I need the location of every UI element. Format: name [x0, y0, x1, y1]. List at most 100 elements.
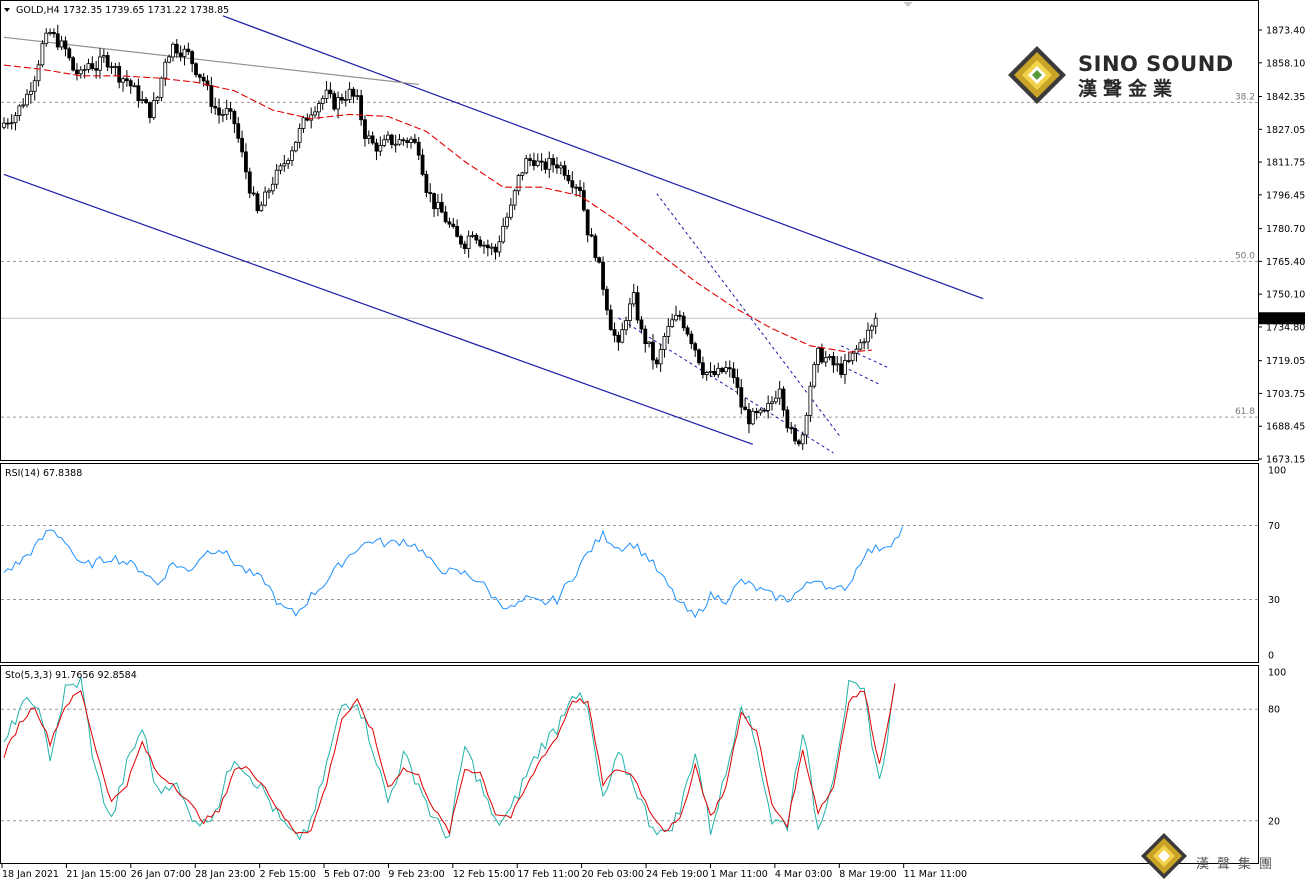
candle-body	[516, 174, 521, 192]
price-tick-label: 1780.70	[1266, 224, 1305, 235]
price-tick-label: 1673.15	[1266, 455, 1305, 466]
candle-body	[205, 80, 210, 87]
candle-body	[228, 108, 233, 112]
candle-body	[71, 57, 76, 71]
time-tick-label: 20 Feb 03:00	[582, 869, 644, 880]
candle-body	[336, 97, 340, 110]
candle-body	[793, 428, 797, 442]
candle-body	[278, 165, 283, 171]
price-tick-label: 1796.45	[1266, 190, 1305, 201]
trend-gray-line	[3, 36, 419, 86]
candle-body	[873, 317, 878, 327]
fib-level-label: 61.8	[1235, 407, 1255, 417]
candle-body	[647, 341, 652, 345]
candle-body	[743, 406, 748, 410]
channel-lower-line	[3, 173, 754, 445]
candle-body	[128, 80, 133, 87]
time-tick-label: 26 Jan 07:00	[131, 869, 191, 880]
candle-body	[259, 204, 264, 212]
candle-body	[804, 414, 809, 436]
candle-body	[121, 78, 125, 83]
candle-body	[117, 65, 122, 83]
candle-body	[213, 106, 218, 109]
candle-body	[332, 93, 337, 110]
price-tick-label: 1734.80	[1266, 322, 1305, 333]
candle-body	[105, 55, 110, 68]
candle-body	[854, 348, 859, 354]
price-tick-label: 1765.40	[1266, 257, 1305, 268]
candle-body	[543, 161, 548, 170]
sto-tick-label: 100	[1268, 668, 1286, 679]
candle-body	[374, 142, 379, 152]
candle-body	[724, 367, 728, 373]
time-tick-label: 8 Mar 19:00	[839, 869, 896, 880]
collapse-arrow-icon[interactable]	[4, 8, 10, 12]
candle-body	[217, 107, 221, 116]
candle-body	[451, 223, 456, 227]
candle-body	[812, 364, 817, 387]
rsi-pane: 100 70 30 0	[1, 466, 1286, 662]
rsi-label: RSI(14) 67.8388	[5, 468, 82, 479]
candle-body	[866, 329, 870, 343]
candle-body	[555, 164, 559, 169]
candle-body	[489, 246, 494, 249]
candle-body	[363, 119, 367, 139]
time-tick-label: 1 Mar 11:00	[710, 869, 767, 880]
stochastic-pane: 100 80 20	[1, 668, 1286, 841]
candle-body	[232, 110, 237, 125]
candle-body	[574, 186, 579, 189]
candle-body	[113, 65, 118, 68]
candle-body	[144, 99, 148, 104]
sino-sound-logo	[1008, 46, 1066, 104]
time-tick-label: 9 Feb 23:00	[388, 869, 444, 880]
candle-body	[846, 360, 851, 362]
channel-upper-line	[222, 15, 984, 300]
symbol-label: GOLD,H4	[16, 5, 60, 16]
candle-body	[470, 234, 475, 237]
candle-body	[639, 319, 644, 330]
candle-body	[497, 241, 502, 253]
shift-marker-icon[interactable]	[903, 2, 913, 7]
last-price-label: 1738.85	[1264, 314, 1303, 325]
candle-body	[604, 288, 609, 311]
candle-body	[766, 403, 771, 411]
candle-body	[620, 329, 625, 343]
candle-body	[309, 114, 314, 121]
candle-body	[9, 122, 14, 125]
candle-body	[831, 356, 836, 366]
candle-body	[762, 409, 767, 412]
candle-body	[5, 122, 10, 125]
rsi-tick-label: 30	[1268, 595, 1280, 606]
candle-body	[681, 315, 686, 329]
candle-body	[224, 108, 229, 115]
candle-body	[674, 314, 678, 321]
candle-body	[758, 409, 763, 414]
candle-body	[796, 440, 801, 445]
candle-body	[850, 352, 855, 362]
price-tick-label: 1827.05	[1266, 125, 1305, 136]
candle-body	[290, 150, 294, 161]
candle-body	[405, 140, 410, 143]
candle-body	[578, 186, 582, 191]
candle-body	[178, 52, 183, 57]
rsi-tick-label: 70	[1268, 521, 1280, 532]
price-tick-label: 1858.10	[1266, 58, 1305, 69]
flag-upper-line	[840, 345, 888, 368]
candle-body	[428, 192, 433, 195]
candle-body	[209, 85, 214, 107]
candle-body	[716, 367, 721, 376]
sto-main-line	[3, 677, 896, 841]
candle-body	[40, 43, 45, 66]
candle-body	[839, 363, 844, 375]
candle-body	[731, 368, 736, 379]
candle-body	[270, 183, 275, 192]
candle-body	[2, 122, 6, 128]
candle-body	[493, 246, 498, 253]
sto-signal-line	[3, 683, 896, 836]
candle-body	[562, 165, 567, 176]
candle-body	[505, 216, 509, 227]
price-tick-label: 1842.35	[1266, 92, 1305, 103]
candle-body	[532, 160, 536, 167]
candle-body	[785, 409, 790, 429]
